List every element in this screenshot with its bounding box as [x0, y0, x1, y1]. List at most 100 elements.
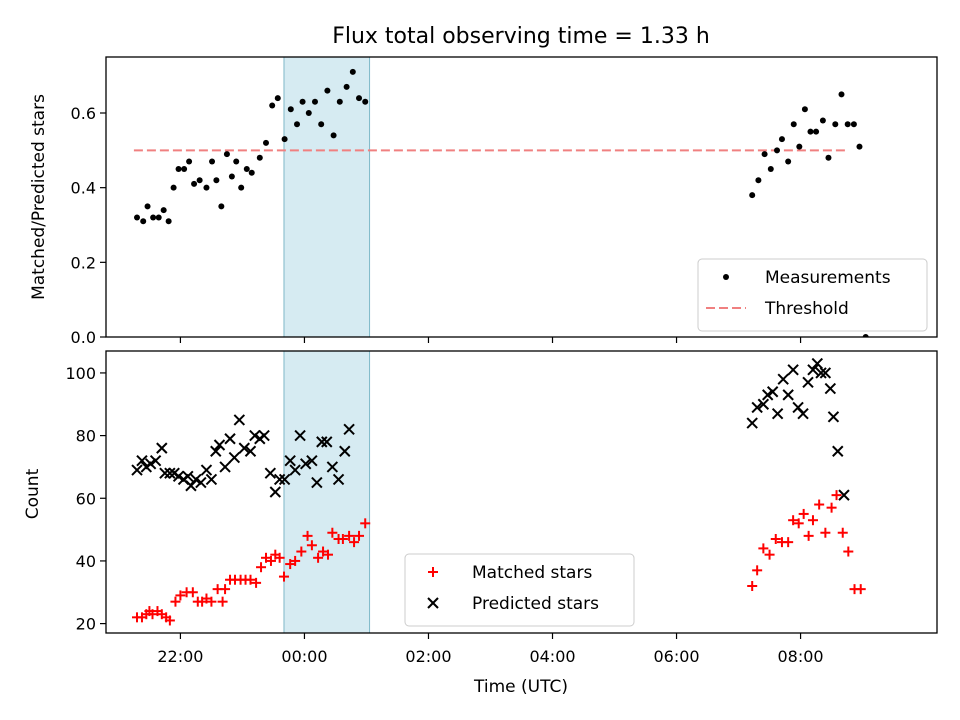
data-point — [761, 151, 768, 158]
matched-star-marker — [245, 574, 256, 585]
predicted-star-marker — [195, 476, 207, 489]
data-point — [774, 147, 781, 154]
matched-star-marker — [337, 534, 348, 544]
legend-plus-marker — [428, 567, 438, 577]
data-point — [175, 166, 182, 172]
predicted-star-marker — [316, 436, 328, 448]
data-point — [238, 184, 245, 191]
data-point — [181, 166, 188, 172]
data-point — [144, 203, 151, 210]
y-tick-label: 80 — [76, 427, 96, 446]
data-point — [305, 110, 312, 116]
matched-star-marker — [302, 530, 313, 541]
bottom-panel: 20 40 60 80 100 22:00 00:00 02:00 04:00 06:00 08:0… — [65, 350, 938, 666]
y-tick-label: 60 — [76, 489, 96, 508]
matched-star-marker — [814, 499, 825, 510]
data-point — [269, 102, 276, 109]
predicted-star-marker — [339, 445, 351, 457]
predicted-star-marker — [802, 376, 814, 389]
predicted-star-marker — [205, 473, 218, 486]
data-point — [228, 173, 235, 180]
top-panel: 0.0 0.2 0.4 0.6 Measurements Threshold — [71, 56, 938, 347]
legend-dot-marker — [723, 274, 729, 280]
matched-star-marker — [164, 615, 175, 626]
data-point — [343, 83, 350, 90]
y-tick-label: 40 — [76, 552, 96, 571]
matched-star-marker — [349, 537, 360, 548]
predicted-star-marker — [771, 407, 784, 420]
predicted-star-marker — [164, 467, 176, 479]
predicted-star-marker — [824, 382, 837, 395]
data-point — [796, 143, 803, 150]
matched-star-marker — [843, 546, 854, 557]
data-point — [165, 218, 172, 225]
data-point — [170, 184, 177, 191]
data-point — [256, 154, 263, 161]
predicted-star-marker — [787, 364, 799, 376]
matched-star-marker — [837, 527, 848, 538]
matched-star-marker — [206, 596, 217, 607]
data-point — [356, 95, 363, 102]
y-tick-label: 0.2 — [71, 253, 96, 272]
predicted-star-marker — [224, 433, 236, 445]
data-point — [155, 214, 162, 221]
data-point — [850, 121, 857, 128]
predicted-star-marker — [284, 454, 296, 467]
bottom-shaded-span — [283, 350, 371, 634]
data-point — [819, 117, 826, 124]
top-shaded-span — [283, 56, 371, 338]
data-point — [767, 166, 774, 172]
matched-star-marker — [783, 537, 794, 548]
matched-star-marker — [770, 534, 781, 544]
y-tick-label: 0.0 — [71, 328, 96, 347]
data-point — [218, 203, 225, 210]
predicted-star-marker — [766, 386, 779, 398]
y-tick-label: 100 — [65, 364, 96, 383]
matched-star-marker — [793, 518, 804, 529]
predicted-star-marker — [200, 464, 213, 476]
matched-star-marker — [296, 546, 307, 557]
x-tick-label: 04:00 — [529, 647, 575, 666]
data-point — [862, 334, 869, 337]
predicted-star-marker — [761, 389, 774, 401]
matched-star-marker — [278, 571, 289, 582]
matched-star-marker — [354, 530, 365, 541]
predicted-star-marker — [156, 442, 168, 454]
data-point — [324, 87, 331, 94]
predicted-star-marker — [326, 461, 339, 473]
matched-star-marker — [855, 584, 866, 595]
x-tick-label: 06:00 — [653, 647, 699, 666]
predicted-star-marker — [746, 417, 758, 429]
legend-label: Predicted stars — [472, 594, 599, 614]
predicted-star-marker — [827, 411, 840, 423]
predicted-star-marker — [782, 389, 794, 401]
matched-star-marker — [187, 587, 198, 598]
matched-star-marker — [327, 527, 338, 538]
predicted-star-marker — [210, 445, 222, 457]
predicted-star-marker — [159, 467, 171, 479]
legend-frame — [697, 258, 928, 332]
predicted-star-marker — [213, 439, 226, 451]
predicted-star-marker — [306, 454, 318, 467]
predicted-star-marker — [751, 401, 763, 414]
matched-star-marker — [170, 596, 181, 607]
data-point — [349, 68, 356, 75]
predicted-star-marker — [294, 429, 306, 442]
data-point — [825, 154, 832, 161]
data-point — [844, 121, 851, 128]
predicted-star-marker — [299, 458, 312, 470]
predicted-star-marker — [311, 476, 323, 489]
data-point — [336, 98, 343, 105]
predicted-star-marker — [797, 407, 809, 420]
predicted-star-marker — [190, 473, 202, 486]
predicted-star-marker — [838, 489, 850, 501]
data-point — [223, 151, 230, 158]
x-axis-label: Time (UTC) — [473, 677, 568, 697]
data-point — [785, 158, 792, 165]
predicted-star-marker — [244, 445, 257, 457]
y-tick-label: 0.6 — [71, 104, 96, 123]
data-point — [287, 106, 294, 113]
data-point — [274, 95, 281, 102]
predicted-star-marker — [136, 454, 148, 467]
data-point — [838, 91, 845, 98]
